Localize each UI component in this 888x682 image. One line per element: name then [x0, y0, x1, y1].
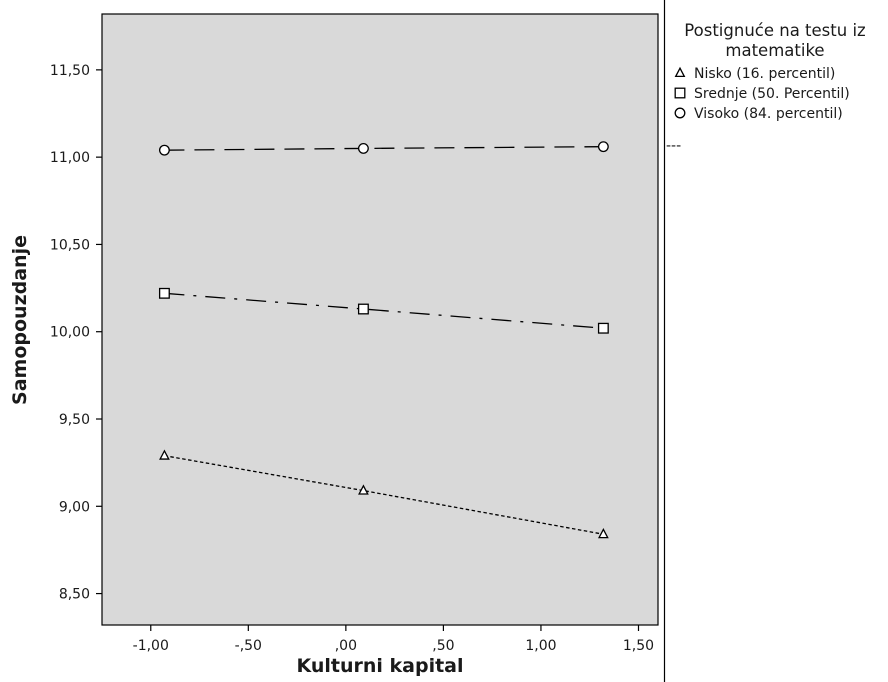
legend-item-visoko: Visoko (84. percentil): [674, 106, 843, 122]
x-tick-label: ,50: [432, 638, 454, 654]
legend-title-line-1: Postignuće na testu iz: [684, 21, 865, 40]
y-tick-label: 10,00: [50, 325, 90, 341]
series-markers: [158, 141, 609, 539]
y-tick-label: 9,50: [59, 412, 90, 428]
x-tick-label: 1,00: [525, 638, 556, 654]
data-point-nisko: [159, 449, 170, 460]
legend: Postignuće na testu iz matematike Nisko …: [666, 21, 866, 154]
data-point-nisko: [358, 484, 369, 495]
series-line-nisko: [164, 455, 604, 535]
y-tick-label: 8,50: [59, 587, 90, 603]
plot-area: [102, 14, 658, 625]
plot-border: [101, 13, 659, 626]
legend-item-nisko: Nisko (16. percentil): [674, 66, 835, 82]
legend-label-visoko: Visoko (84. percentil): [694, 106, 843, 122]
x-tick-label: -1,00: [133, 638, 169, 654]
data-point-nisko: [598, 528, 609, 539]
legend-title-line-2: matematike: [725, 41, 824, 60]
y-axis-title: Samopouzdanje: [9, 235, 31, 405]
y-axis: 8,50 9,00 9,50 10,00 10,50 11,00 11,50: [50, 63, 102, 603]
legend-label-nisko: Nisko (16. percentil): [694, 66, 835, 82]
x-axis: -1,00 -,50 ,00 ,50 1,00 1,50: [133, 625, 654, 654]
data-point-visoko: [597, 141, 609, 153]
legend-dash-entry: ---: [666, 138, 681, 154]
data-point-visoko: [357, 142, 369, 154]
x-tick-label: 1,50: [623, 638, 654, 654]
y-tick-label: 9,00: [59, 499, 90, 515]
data-point-srednje: [158, 287, 170, 299]
y-tick-label: 11,00: [50, 150, 90, 166]
legend-marker-nisko: [674, 66, 686, 78]
x-tick-label: ,00: [335, 638, 357, 654]
legend-marker-srednje: [674, 87, 686, 99]
y-tick-label: 10,50: [50, 237, 90, 253]
data-point-srednje: [597, 322, 609, 334]
x-axis-title: Kulturni kapital: [296, 655, 463, 677]
legend-marker-visoko: [674, 107, 686, 119]
data-point-srednje: [357, 303, 369, 315]
legend-label-srednje: Srednje (50. Percentil): [694, 86, 850, 102]
y-tick-label: 11,50: [50, 63, 90, 79]
x-tick-label: -,50: [235, 638, 262, 654]
legend-item-srednje: Srednje (50. Percentil): [674, 86, 850, 102]
data-point-visoko: [158, 144, 170, 156]
